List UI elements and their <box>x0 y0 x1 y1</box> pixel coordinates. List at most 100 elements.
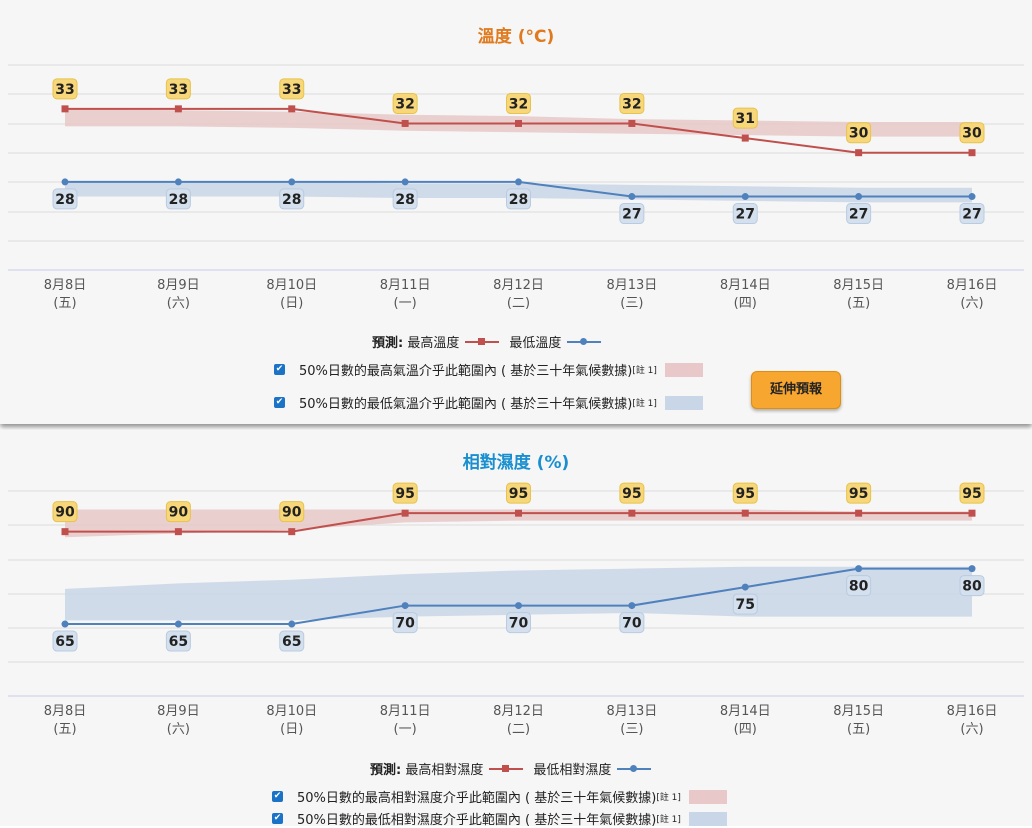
data-label: 95 <box>395 486 414 502</box>
note-link[interactable]: [註 1] <box>632 399 657 409</box>
x-tick-date: 8月8日 <box>44 278 87 293</box>
min-point <box>61 620 69 628</box>
max-point <box>628 509 636 517</box>
min-point <box>968 193 976 201</box>
humidity-chart: 相對濕度 (%) 90 90 90 95 95 95 95 95 95 65 65 65 70 70 70 75… <box>8 452 1024 737</box>
temperature-forecast-legend: 預測: 最高溫度 最低溫度 <box>372 332 611 351</box>
data-label: 27 <box>849 207 868 223</box>
x-tick-date: 8月9日 <box>157 704 200 719</box>
chart-title: 相對濕度 (%) <box>463 452 570 473</box>
humidity-forecast-legend: 預測: 最高相對濕度 最低相對濕度 <box>370 759 661 778</box>
min-humidity-band-label: 50%日數的最低相對濕度介乎此範圍內 ( 基於三十年氣候數據) <box>297 813 657 828</box>
min-humidity-band-legend[interactable]: ✔ 50%日數的最低相對濕度介乎此範圍內 ( 基於三十年氣候數據) [註 1] <box>272 809 727 828</box>
note-link[interactable]: [註 1] <box>632 366 657 376</box>
data-label-box <box>959 122 985 144</box>
x-tick-date: 8月10日 <box>266 704 317 719</box>
min-temp-band-checkbox[interactable]: ✔ <box>274 397 285 408</box>
min-point <box>288 620 296 628</box>
max-humidity-band-checkbox[interactable]: ✔ <box>272 791 283 802</box>
x-tick-date: 8月8日 <box>44 704 87 719</box>
min-humidity-band-checkbox[interactable]: ✔ <box>272 813 283 824</box>
data-label-box <box>165 630 191 652</box>
max-humidity-band-legend[interactable]: ✔ 50%日數的最高相對濕度介乎此範圍內 ( 基於三十年氣候數據) [註 1] <box>272 787 727 806</box>
min-point <box>515 178 522 186</box>
data-label-box <box>392 482 418 504</box>
chart-title: 溫度 (°C) <box>478 26 554 47</box>
data-label: 70 <box>509 616 529 632</box>
max-temp-band-legend[interactable]: ✔ 50%日數的最高氣溫介乎此範圍內 ( 基於三十年氣候數據) [註 1] <box>274 360 703 379</box>
x-tick-weekday: (一) <box>394 296 417 311</box>
max-point <box>855 149 863 157</box>
note-link[interactable]: [註 1] <box>656 815 681 825</box>
data-label-box <box>506 612 531 634</box>
x-tick-weekday: (六) <box>167 296 190 311</box>
x-tick-date: 8月9日 <box>157 278 200 293</box>
max-point <box>61 105 69 113</box>
note-link[interactable]: [註 1] <box>656 793 681 803</box>
data-label: 90 <box>55 505 75 521</box>
data-label-box <box>165 78 191 100</box>
max-point <box>174 105 182 113</box>
x-tick-weekday: (五) <box>53 296 76 311</box>
data-label-box <box>52 78 78 100</box>
min-point <box>628 193 636 201</box>
data-label: 31 <box>736 111 755 127</box>
data-label-box <box>279 188 305 210</box>
x-tick-date: 8月12日 <box>493 278 544 293</box>
max-point <box>61 528 69 536</box>
x-tick-date: 8月11日 <box>380 278 431 293</box>
data-label-box <box>619 482 645 504</box>
data-label: 70 <box>395 616 415 632</box>
min-temp-band-legend[interactable]: ✔ 50%日數的最低氣溫介乎此範圍內 ( 基於三十年氣候數據) [註 1] <box>274 393 703 412</box>
data-label: 28 <box>282 192 301 208</box>
data-label: 70 <box>622 616 642 632</box>
data-label-box <box>279 78 305 100</box>
data-label-box <box>392 188 418 210</box>
data-label: 90 <box>282 505 302 521</box>
x-tick-weekday: (六) <box>167 722 190 737</box>
legend-max-temp-marker <box>465 336 500 348</box>
max-point <box>628 119 636 127</box>
min-point <box>741 193 749 201</box>
data-label: 33 <box>55 82 74 98</box>
max-temp-band-checkbox[interactable]: ✔ <box>274 364 285 375</box>
max-temp-band-swatch <box>664 362 703 377</box>
max-point <box>515 509 522 517</box>
data-label-box <box>392 612 418 634</box>
data-label-box <box>392 92 418 114</box>
extended-forecast-button[interactable]: 延伸預報 <box>751 371 841 409</box>
x-tick-weekday: (日) <box>280 296 303 311</box>
max-point <box>174 528 182 536</box>
max-point <box>288 528 296 536</box>
data-label: 95 <box>509 486 528 502</box>
max-point <box>401 119 409 127</box>
data-label-box <box>165 188 191 210</box>
data-label-box <box>52 630 78 652</box>
data-label: 32 <box>509 96 528 112</box>
temperature-panel: 溫度 (°C) 33 33 33 32 32 32 31 30 30 28 28 28 28 28 27 27 2… <box>8 26 1024 412</box>
x-tick-weekday: (二) <box>507 296 530 311</box>
data-label: 80 <box>962 579 982 595</box>
x-tick-weekday: (四) <box>734 296 757 311</box>
data-label: 30 <box>849 126 869 142</box>
data-label: 75 <box>736 597 755 613</box>
max-point <box>401 509 409 517</box>
data-label: 28 <box>509 192 528 208</box>
data-label: 95 <box>962 486 981 502</box>
min-point <box>61 178 69 186</box>
min-point <box>628 602 636 610</box>
data-label: 28 <box>395 192 414 208</box>
min-temp-band-swatch <box>664 395 703 410</box>
data-label: 65 <box>282 634 301 650</box>
data-label: 65 <box>55 634 74 650</box>
data-label-box <box>959 482 985 504</box>
data-label-box <box>959 203 985 225</box>
data-label: 28 <box>169 192 188 208</box>
data-label: 65 <box>169 634 188 650</box>
x-tick-date: 8月14日 <box>720 278 771 293</box>
data-label: 90 <box>169 505 189 521</box>
legend-max-humidity-label: 最高相對濕度 <box>405 763 484 778</box>
data-label: 28 <box>55 192 74 208</box>
data-label: 32 <box>622 96 641 112</box>
x-tick-date: 8月13日 <box>606 704 657 719</box>
